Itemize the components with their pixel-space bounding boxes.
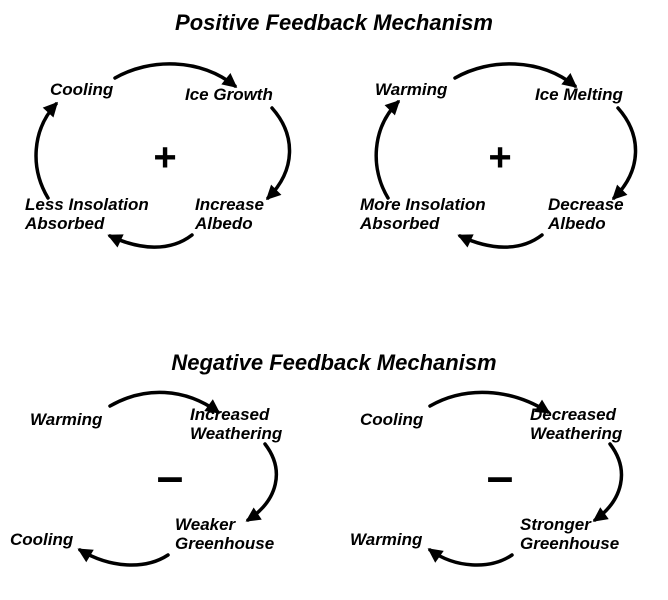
neg-warming: – Warming IncreasedWeathering WeakerGreenho… — [10, 392, 283, 565]
neg-cooling-node-strong-gh: StrongerGreenhouse — [520, 515, 619, 553]
pos-warming-arrow-ice-melt-to-dec-albedo — [614, 108, 636, 198]
neg-cooling-node-warming3: Warming — [350, 530, 423, 549]
negative-title: Negative Feedback Mechanism — [171, 350, 496, 375]
neg-warming-arrow-inc-weath-to-weak-gh — [248, 444, 276, 520]
pos-warming-node-more-insol: More InsolationAbsorbed — [359, 195, 486, 233]
pos-warming-node-warming: Warming — [375, 80, 448, 99]
neg-warming-arrow-weak-gh-to-cooling2 — [80, 550, 168, 565]
pos-warming-center-sign: + — [488, 136, 511, 180]
pos-warming-arrow-dec-albedo-to-more-insol — [460, 235, 542, 247]
pos-warming-node-ice-melt: Ice Melting — [535, 85, 623, 104]
feedback-diagram: Positive Feedback Mechanism + Cooling Ice G… — [0, 0, 668, 600]
neg-cooling-arrow-dec-weath-to-strong-gh — [595, 444, 621, 520]
pos-cooling-arrow-inc-albedo-to-less-insol — [110, 235, 192, 247]
pos-cooling-arrow-ice-growth-to-inc-albedo — [268, 108, 290, 198]
pos-warming-arrow-warming-to-ice-melt — [455, 64, 575, 86]
pos-cooling-node-ice-growth: Ice Growth — [185, 85, 273, 104]
neg-cooling-arrow-strong-gh-to-warming3 — [430, 550, 512, 565]
neg-warming-node-warming2: Warming — [30, 410, 103, 429]
pos-cooling-node-inc-albedo: IncreaseAlbedo — [194, 195, 264, 233]
pos-warming: + Warming Ice Melting DecreaseAlbedo More In… — [359, 64, 636, 247]
positive-title: Positive Feedback Mechanism — [175, 10, 493, 35]
pos-cooling-node-cooling: Cooling — [50, 80, 114, 99]
neg-cooling-node-dec-weath: DecreasedWeathering — [530, 405, 623, 443]
neg-warming-node-cooling2: Cooling — [10, 530, 74, 549]
neg-cooling: – Cooling DecreasedWeathering StrongerGreen… — [350, 392, 623, 565]
pos-cooling-node-less-insol: Less InsolationAbsorbed — [24, 195, 149, 233]
neg-warming-node-weak-gh: WeakerGreenhouse — [175, 515, 274, 553]
neg-warming-node-inc-weath: IncreasedWeathering — [190, 405, 283, 443]
pos-cooling-center-sign: + — [153, 136, 176, 180]
neg-cooling-node-cooling3: Cooling — [360, 410, 424, 429]
neg-cooling-center-sign: – — [487, 451, 514, 504]
neg-warming-center-sign: – — [157, 451, 184, 504]
pos-cooling-arrow-cooling-to-ice-growth — [115, 64, 235, 86]
pos-cooling-arrow-less-insol-to-cooling — [36, 104, 56, 198]
pos-warming-arrow-more-insol-to-warming — [376, 102, 398, 198]
pos-warming-node-dec-albedo: DecreaseAlbedo — [547, 195, 624, 233]
pos-cooling: + Cooling Ice Growth IncreaseAlbedo Less Ins… — [24, 64, 290, 247]
